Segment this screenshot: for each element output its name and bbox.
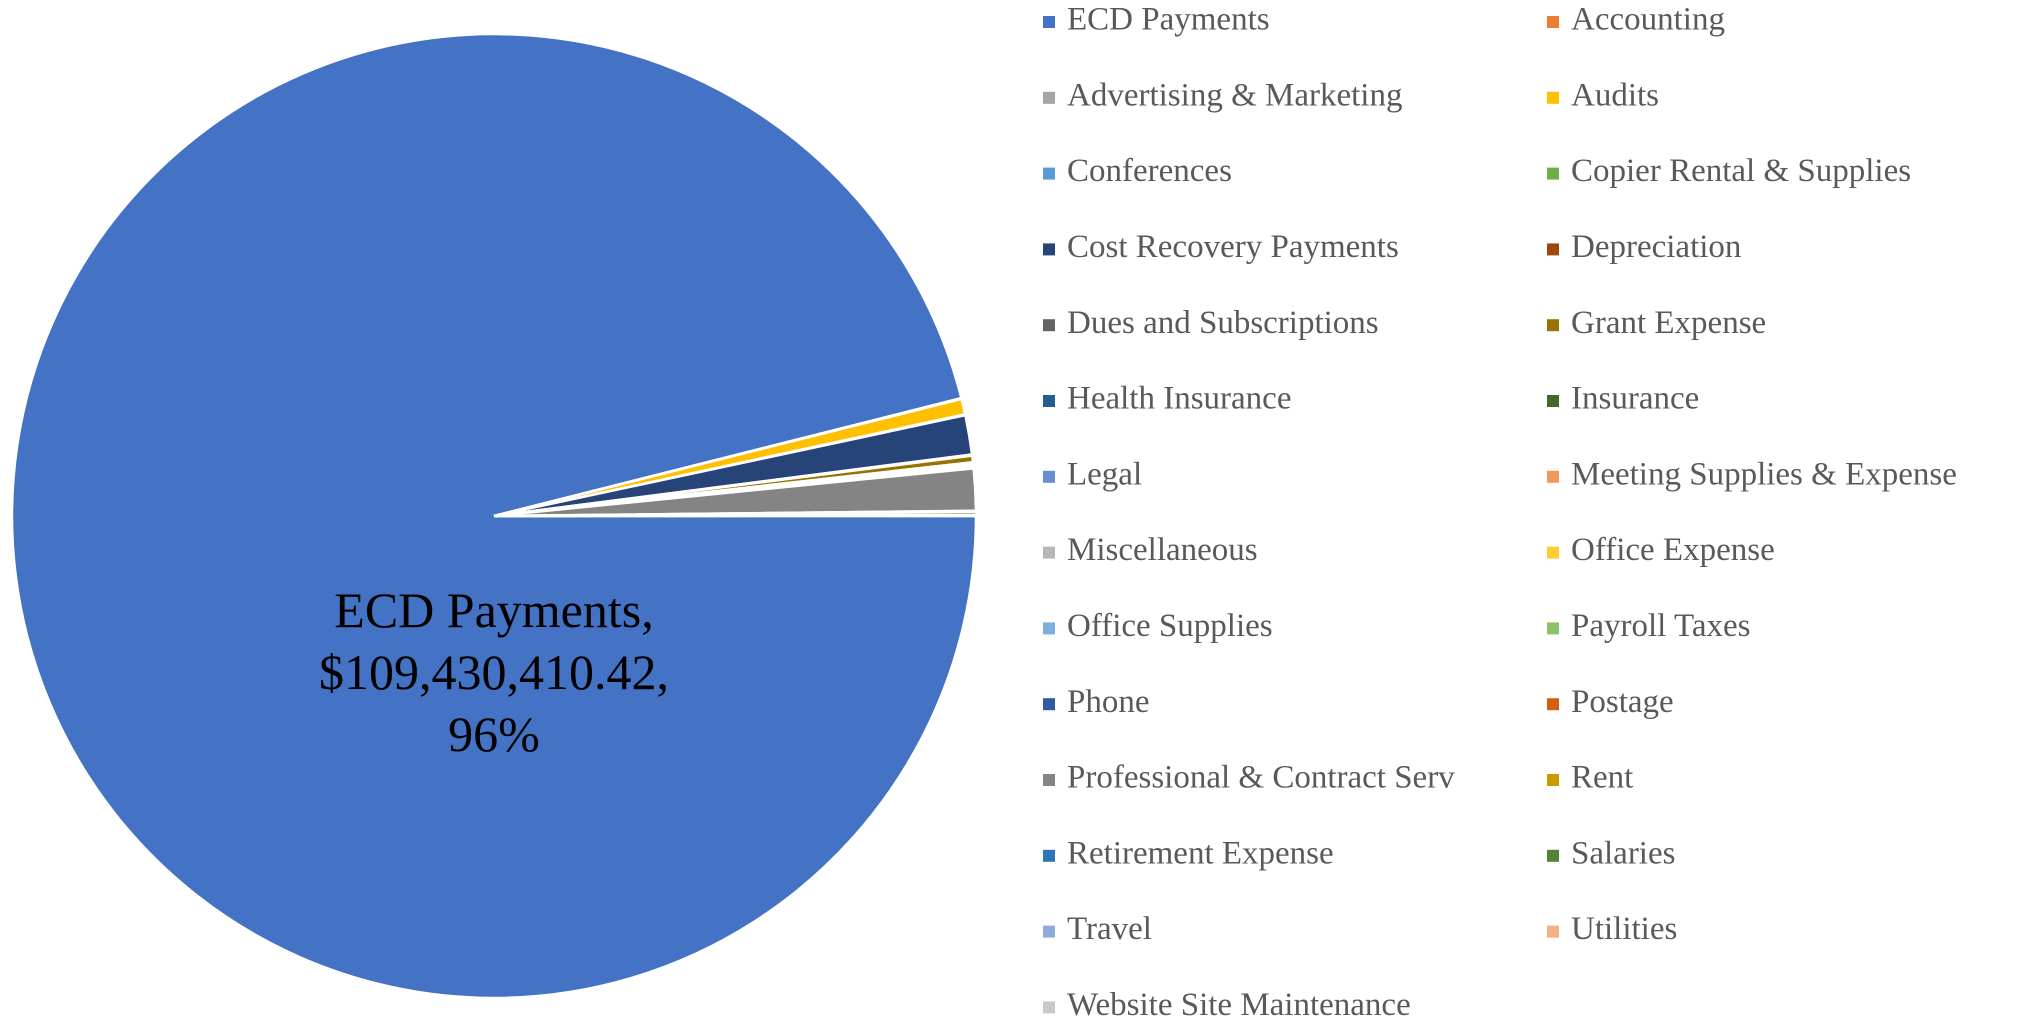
- legend-label: Dues and Subscriptions: [1067, 305, 1379, 341]
- legend-swatch: [1043, 243, 1055, 256]
- legend-swatch: [1043, 774, 1055, 786]
- legend-swatch: [1043, 470, 1055, 483]
- legend-swatch: [1547, 319, 1559, 332]
- legend-label: Retirement Expense: [1067, 835, 1334, 871]
- legend-label: Copier Rental & Supplies: [1571, 153, 1911, 189]
- legend-swatch: [1043, 849, 1055, 862]
- legend-swatch: [1547, 546, 1559, 559]
- legend-label: Rent: [1571, 760, 1633, 796]
- legend-swatch: [1043, 925, 1055, 938]
- data-label-line: 96%: [448, 706, 540, 762]
- legend-label: Audits: [1571, 77, 1659, 113]
- legend-label: Website Site Maintenance: [1067, 987, 1411, 1021]
- legend-label: Meeting Supplies & Expense: [1571, 456, 1957, 492]
- legend-label: Conferences: [1067, 153, 1232, 189]
- data-label-line: ECD Payments,: [334, 582, 653, 638]
- legend-swatch: [1043, 698, 1055, 711]
- legend-label: Payroll Taxes: [1571, 608, 1750, 644]
- legend-label: Professional & Contract Serv: [1067, 760, 1455, 796]
- legend-swatch: [1547, 470, 1559, 483]
- legend-label: Insurance: [1571, 381, 1699, 417]
- legend-swatch: [1043, 395, 1055, 407]
- legend-swatch: [1547, 698, 1559, 711]
- legend-swatch: [1547, 243, 1559, 256]
- data-label-line: $109,430,410.42,: [319, 644, 669, 700]
- legend-swatch: [1547, 395, 1559, 407]
- legend-label: Postage: [1571, 684, 1674, 720]
- legend-swatch: [1043, 167, 1055, 180]
- legend-label: Utilities: [1571, 911, 1677, 947]
- legend-swatch: [1547, 925, 1559, 938]
- legend-swatch: [1547, 16, 1559, 28]
- legend-label: Office Expense: [1571, 532, 1775, 568]
- legend-label: Advertising & Marketing: [1067, 77, 1402, 113]
- legend-label: ECD Payments: [1067, 2, 1270, 38]
- legend-swatch: [1547, 849, 1559, 862]
- legend-label: Phone: [1067, 684, 1150, 720]
- legend-swatch: [1043, 319, 1055, 332]
- legend-swatch: [1043, 16, 1055, 28]
- legend-swatch: [1547, 167, 1559, 180]
- legend-label: Depreciation: [1571, 229, 1741, 265]
- legend-swatch: [1547, 774, 1559, 786]
- legend-label: Miscellaneous: [1067, 532, 1258, 568]
- legend-label: Accounting: [1571, 2, 1725, 38]
- legend-label: Legal: [1067, 456, 1142, 492]
- legend-swatch: [1043, 1001, 1055, 1014]
- legend-swatch: [1043, 546, 1055, 559]
- legend-swatch: [1547, 91, 1559, 104]
- legend-swatch: [1043, 622, 1055, 635]
- legend-label: Office Supplies: [1067, 608, 1273, 644]
- data-label: ECD Payments, $109,430,410.42, 96%: [319, 582, 669, 762]
- legend-label: Travel: [1067, 911, 1152, 947]
- legend-label: Salaries: [1571, 835, 1675, 871]
- legend-label: Cost Recovery Payments: [1067, 229, 1399, 265]
- legend-label: Grant Expense: [1571, 305, 1766, 341]
- legend-swatch: [1547, 622, 1559, 635]
- legend-swatch: [1043, 91, 1055, 104]
- legend-label: Health Insurance: [1067, 381, 1291, 417]
